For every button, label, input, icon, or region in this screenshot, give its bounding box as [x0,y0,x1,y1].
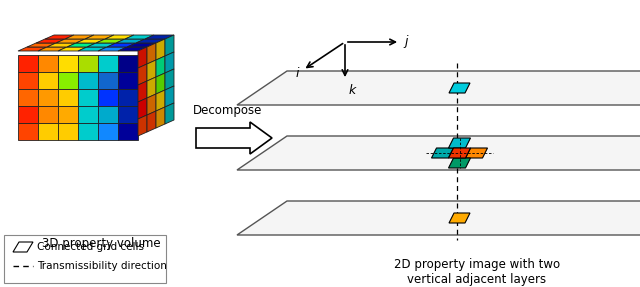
Polygon shape [237,71,640,105]
Text: $i$: $i$ [294,66,300,80]
Polygon shape [147,60,156,81]
Polygon shape [156,107,165,128]
FancyBboxPatch shape [4,235,166,283]
Polygon shape [38,123,58,140]
Polygon shape [165,86,174,107]
Polygon shape [98,106,118,123]
Text: $k$: $k$ [348,83,358,97]
Polygon shape [58,89,78,106]
Polygon shape [58,106,78,123]
Polygon shape [116,39,145,43]
Polygon shape [58,123,78,140]
Polygon shape [13,242,33,252]
Polygon shape [18,55,38,72]
Polygon shape [118,72,138,89]
Polygon shape [156,56,165,77]
Polygon shape [138,115,147,136]
Polygon shape [87,43,116,47]
Polygon shape [98,123,118,140]
Polygon shape [36,39,65,43]
Polygon shape [58,55,78,72]
Polygon shape [38,72,58,89]
Polygon shape [449,138,470,148]
Polygon shape [125,35,154,39]
Polygon shape [156,39,165,60]
Polygon shape [165,52,174,73]
Polygon shape [156,73,165,94]
Polygon shape [38,47,67,51]
Polygon shape [38,106,58,123]
Polygon shape [127,43,156,47]
Polygon shape [58,72,78,89]
Polygon shape [118,47,147,51]
Polygon shape [147,43,156,64]
Polygon shape [18,89,38,106]
Polygon shape [85,35,114,39]
Polygon shape [449,158,470,168]
Polygon shape [78,123,98,140]
Polygon shape [18,123,38,140]
Polygon shape [165,35,174,56]
Text: 2D property image with two
vertical adjacent layers: 2D property image with two vertical adja… [394,258,560,286]
Polygon shape [78,72,98,89]
Polygon shape [147,77,156,98]
Polygon shape [237,201,640,235]
Polygon shape [78,89,98,106]
Polygon shape [18,106,38,123]
Polygon shape [449,83,470,93]
Polygon shape [56,39,85,43]
Polygon shape [18,47,47,51]
Polygon shape [58,47,87,51]
Polygon shape [98,89,118,106]
Polygon shape [165,69,174,90]
Text: Connected grid cells: Connected grid cells [37,242,144,252]
Polygon shape [96,39,125,43]
Polygon shape [118,89,138,106]
Polygon shape [38,55,58,72]
Polygon shape [138,47,147,68]
Polygon shape [18,72,38,89]
Polygon shape [465,148,488,158]
Polygon shape [156,90,165,111]
Polygon shape [138,64,147,85]
Polygon shape [138,81,147,102]
Polygon shape [138,98,147,119]
Polygon shape [165,103,174,124]
Polygon shape [78,47,107,51]
Polygon shape [27,43,56,47]
Polygon shape [449,213,470,223]
Polygon shape [196,122,272,154]
Polygon shape [107,43,136,47]
Polygon shape [105,35,134,39]
Text: Transmissibility direction: Transmissibility direction [37,261,167,271]
Polygon shape [67,43,96,47]
Polygon shape [98,72,118,89]
Polygon shape [118,55,138,72]
Text: $j$: $j$ [403,34,410,51]
Polygon shape [38,89,58,106]
Polygon shape [118,106,138,123]
Polygon shape [78,55,98,72]
Polygon shape [118,123,138,140]
Polygon shape [47,43,76,47]
Polygon shape [431,148,454,158]
Polygon shape [45,35,74,39]
Polygon shape [147,111,156,132]
Polygon shape [78,106,98,123]
Polygon shape [98,47,127,51]
Polygon shape [147,94,156,115]
Polygon shape [237,136,640,170]
Polygon shape [65,35,94,39]
Text: 3D property volume: 3D property volume [42,236,160,249]
Polygon shape [145,35,174,39]
Text: Decompose: Decompose [193,104,262,117]
Polygon shape [449,148,470,158]
Polygon shape [76,39,105,43]
Polygon shape [98,55,118,72]
Polygon shape [136,39,165,43]
